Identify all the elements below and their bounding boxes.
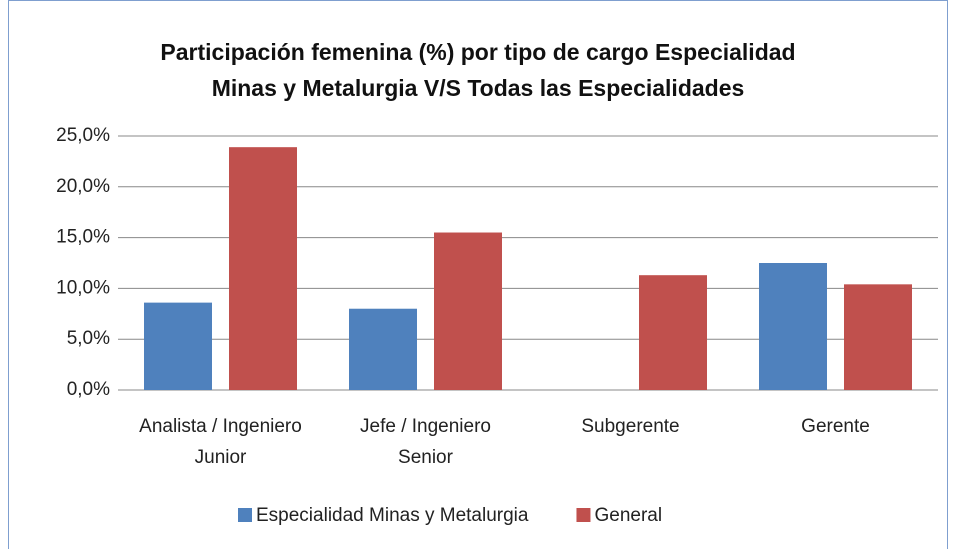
bar [434,232,502,390]
legend-swatch [238,508,252,522]
x-tick-label: Subgerente [581,416,680,437]
y-tick-label: 15,0% [56,227,110,248]
y-tick-label: 5,0% [67,328,110,349]
legend-label: Especialidad Minas y Metalurgia [256,505,529,526]
y-tick-label: 25,0% [56,125,110,146]
x-tick-label: Jefe / Ingeniero Senior [360,416,491,468]
bar [759,263,827,390]
y-tick-label: 20,0% [56,176,110,197]
bar [639,275,707,390]
bar [144,302,212,390]
y-tick-label: 0,0% [67,379,110,400]
chart-title: Participación femenina (%) por tipo de c… [160,39,796,101]
bar [844,284,912,390]
chart-frame [8,0,948,549]
legend-label: General [594,505,662,526]
bar [349,308,417,390]
x-tick-label: Analista / Ingeniero Junior [139,416,302,468]
x-tick-label: Gerente [801,416,870,437]
bar [229,147,297,390]
legend-swatch [576,508,591,522]
y-tick-label: 10,0% [56,277,110,298]
